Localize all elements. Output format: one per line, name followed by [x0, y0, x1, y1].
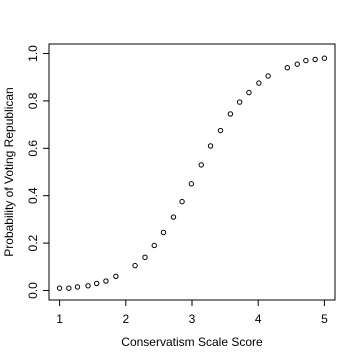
point	[85, 283, 91, 289]
point	[113, 273, 119, 279]
x-tick-label: 4	[255, 312, 262, 326]
point	[74, 284, 81, 290]
y-tick-label: 0.6	[26, 140, 40, 157]
point	[236, 99, 243, 105]
point	[142, 254, 148, 261]
point	[93, 280, 100, 287]
y-tick-label: 0.8	[26, 92, 40, 109]
point	[179, 198, 185, 205]
y-axis-label: Probability of Voting Republican	[2, 87, 16, 256]
y-tick-label: 0.4	[26, 187, 40, 204]
point	[217, 127, 224, 134]
x-tick-label: 5	[321, 312, 328, 326]
y-tick-label: 0.0	[26, 282, 40, 299]
point	[132, 262, 138, 269]
point	[56, 285, 63, 291]
y-tick-label: 0.2	[26, 234, 40, 251]
x-tick-label: 2	[122, 312, 129, 326]
point	[160, 229, 167, 236]
point	[294, 61, 300, 67]
point	[103, 278, 109, 284]
point	[256, 80, 262, 86]
point	[312, 56, 318, 63]
point	[265, 73, 271, 79]
point	[151, 242, 157, 249]
point	[188, 181, 195, 187]
point	[284, 65, 291, 71]
point	[303, 57, 309, 64]
x-tick-label: 1	[56, 312, 63, 326]
x-axis-label: Conservatism Scale Score	[121, 335, 263, 349]
y-tick-label: 1.0	[26, 45, 40, 62]
plot-box	[48, 43, 336, 301]
point	[207, 143, 214, 149]
point	[321, 55, 328, 61]
point	[170, 214, 177, 220]
point	[246, 89, 252, 96]
point	[66, 285, 72, 291]
point	[227, 111, 234, 117]
x-tick-label: 3	[189, 312, 196, 326]
point	[198, 162, 204, 168]
